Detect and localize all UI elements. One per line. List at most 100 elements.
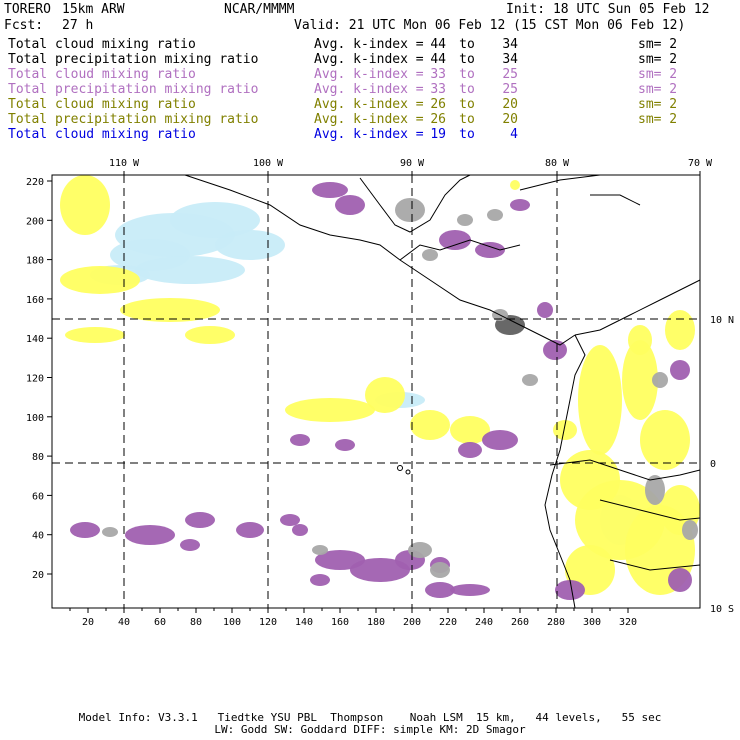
grid-y-label: 160	[26, 295, 44, 306]
model-name: TORERO	[4, 2, 51, 17]
grid-x-label: 140	[295, 617, 313, 628]
grid-x-label: 160	[331, 617, 349, 628]
legend-to: to	[459, 97, 475, 112]
cloud-area	[215, 230, 285, 260]
legend-variable: Total precipitation mixing ratio	[8, 82, 259, 97]
coastline	[544, 334, 586, 609]
legend-to: to	[459, 127, 475, 142]
cloud-area	[125, 525, 175, 545]
grid-x-label: 300	[583, 617, 601, 628]
cloud-area	[578, 345, 622, 455]
init-time: Init: 18 UTC Sun 05 Feb 12	[506, 2, 710, 17]
longitude-label: 70 W	[688, 158, 713, 169]
cloud-area	[285, 398, 375, 422]
legend-variable: Total cloud mixing ratio	[8, 127, 196, 142]
legend-low-value: 33	[430, 82, 446, 97]
legend-low-value: 26	[430, 112, 446, 127]
cloud-area	[335, 439, 355, 451]
legend-high-value: 25	[502, 82, 518, 97]
cloud-area	[430, 562, 450, 578]
grid-y-label: 60	[32, 491, 44, 502]
grid-x-label: 320	[619, 617, 637, 628]
coastline	[399, 239, 521, 261]
legend-high-value: 34	[502, 52, 518, 67]
cloud-area	[510, 199, 530, 211]
longitude-label: 100 W	[253, 158, 284, 169]
cloud-area	[522, 374, 538, 386]
organization: NCAR/MMMM	[224, 2, 295, 17]
cloud-area	[458, 442, 482, 458]
cloud-area	[312, 182, 348, 198]
cloud-area	[135, 256, 245, 284]
footer-line-1: Model Info: V3.3.1 Tiedtke YSU PBL Thomp…	[78, 711, 662, 724]
legend-low-value: 19	[430, 127, 446, 142]
grid-y-label: 140	[26, 334, 44, 345]
grid-x-label: 260	[511, 617, 529, 628]
cloud-area	[280, 514, 300, 526]
grid-x-label: 100	[223, 617, 241, 628]
grid-y-label: 200	[26, 216, 44, 227]
cloud-area	[185, 512, 215, 528]
cloud-area	[457, 214, 473, 226]
longitude-label: 110 W	[109, 158, 140, 169]
cloud-area	[395, 198, 425, 222]
legend-avg-label: Avg. k-index =	[314, 112, 424, 127]
coastline	[549, 459, 701, 481]
grid-x-label: 80	[190, 617, 202, 628]
coastline	[574, 279, 701, 336]
legend-high-value: 25	[502, 67, 518, 82]
cloud-area	[555, 580, 585, 600]
legend-avg-label: Avg. k-index =	[314, 97, 424, 112]
cloud-area	[236, 522, 264, 538]
cloud-area	[185, 326, 235, 344]
legend-variable: Total cloud mixing ratio	[8, 37, 196, 52]
cloud-area	[553, 420, 577, 440]
legend-row: Total cloud mixing ratio Avg. k-index = 33…	[8, 67, 698, 82]
cloud-area	[408, 542, 432, 558]
cloud-area	[170, 202, 260, 238]
legend-variable: Total cloud mixing ratio	[8, 67, 196, 82]
cloud-area	[665, 310, 695, 350]
cloud-area	[290, 434, 310, 446]
forecast-hours: 27 h	[62, 18, 94, 33]
grid-x-label: 20	[82, 617, 94, 628]
legend-high-value: 34	[502, 37, 518, 52]
grid-y-label: 180	[26, 256, 44, 267]
legend-smoothing: sm= 2	[638, 67, 678, 82]
cloud-area	[668, 568, 692, 592]
coastline	[359, 174, 471, 233]
cloud-area	[450, 584, 490, 596]
legend-row: Total cloud mixing ratio Avg. k-index = 26…	[8, 97, 698, 112]
cloud-area	[310, 574, 330, 586]
cloud-area	[645, 475, 665, 505]
cloud-area	[622, 340, 658, 420]
legend-to: to	[459, 82, 475, 97]
grid-x-label: 120	[259, 617, 277, 628]
legend-smoothing: sm= 2	[638, 112, 678, 127]
cloud-area	[537, 302, 553, 318]
grid-y-label: 40	[32, 531, 44, 542]
cloud-area	[60, 175, 110, 235]
cloud-area	[510, 180, 520, 190]
cloud-area	[628, 325, 652, 355]
cloud-area	[350, 558, 410, 582]
legend-smoothing: sm= 2	[638, 52, 678, 67]
legend-avg-label: Avg. k-index =	[314, 37, 424, 52]
cloud-area	[482, 430, 518, 450]
legend-row: Total precipitation mixing ratio Avg. k-i…	[8, 112, 698, 127]
cloud-area	[315, 550, 365, 570]
legend-variable: Total cloud mixing ratio	[8, 97, 196, 112]
cloud-area	[365, 377, 405, 413]
cloud-area	[487, 209, 503, 221]
cloud-area	[410, 410, 450, 440]
legend-variable: Total precipitation mixing ratio	[8, 52, 259, 67]
grid-y-label: 20	[32, 570, 44, 581]
legend-avg-label: Avg. k-index =	[314, 127, 424, 142]
latitude-label: 0	[710, 459, 716, 470]
grid-y-label: 220	[26, 177, 44, 188]
cloud-area	[543, 340, 567, 360]
cloud-area	[312, 545, 328, 555]
legend-low-value: 33	[430, 67, 446, 82]
valid-time: Valid: 21 UTC Mon 06 Feb 12 (15 CST Mon …	[294, 18, 686, 33]
legend-to: to	[459, 37, 475, 52]
